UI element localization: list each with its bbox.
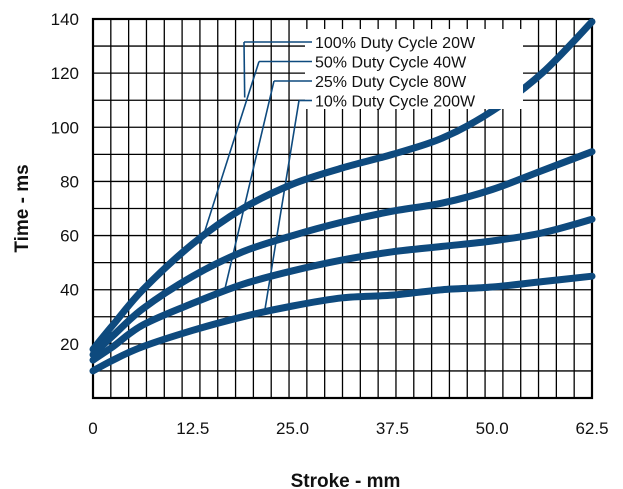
legend-label-2: 50% Duty Cycle 40W: [315, 55, 467, 72]
x-tick-label: 50.0: [476, 419, 509, 438]
x-tick-label: 37.5: [376, 419, 409, 438]
legend-leader-3: [223, 80, 275, 290]
x-tick-label: 0: [88, 419, 97, 438]
y-tick-label: 140: [51, 10, 79, 29]
y-tick-label: 100: [51, 118, 79, 137]
legend-box: [305, 29, 523, 109]
legend-label-3: 25% Duty Cycle 80W: [315, 74, 467, 91]
series-line-2: [89, 148, 596, 359]
legend-label-4: 10% Duty Cycle 200W: [315, 94, 476, 111]
series-line-4: [89, 272, 596, 375]
x-tick-label: 25.0: [276, 419, 309, 438]
legend-label-1: 100% Duty Cycle 20W: [315, 35, 476, 52]
series-line-3: [89, 215, 596, 364]
y-tick-label: 120: [51, 64, 79, 83]
x-axis-title: Stroke - mm: [291, 471, 401, 489]
y-tick-label: 80: [60, 172, 79, 191]
plot-frame: [91, 17, 594, 400]
x-axis-ticks: 0 12.5 25.0 37.5 50.0 62.5: [88, 419, 608, 438]
y-axis-title: Time - ms: [12, 164, 33, 252]
y-tick-label: 20: [60, 335, 79, 354]
y-tick-label: 60: [60, 227, 79, 246]
legend: 100% Duty Cycle 20W 50% Duty Cycle 40W 25%…: [200, 29, 523, 312]
y-axis-ticks: 20 40 60 80 100 120 140: [51, 10, 79, 354]
y-tick-label: 40: [60, 281, 79, 300]
legend-leader-4: [263, 100, 300, 312]
x-tick-label: 62.5: [575, 419, 608, 438]
legend-leader-2: [200, 61, 260, 244]
x-tick-label: 12.5: [176, 419, 209, 438]
legend-leader-1: [243, 41, 246, 98]
